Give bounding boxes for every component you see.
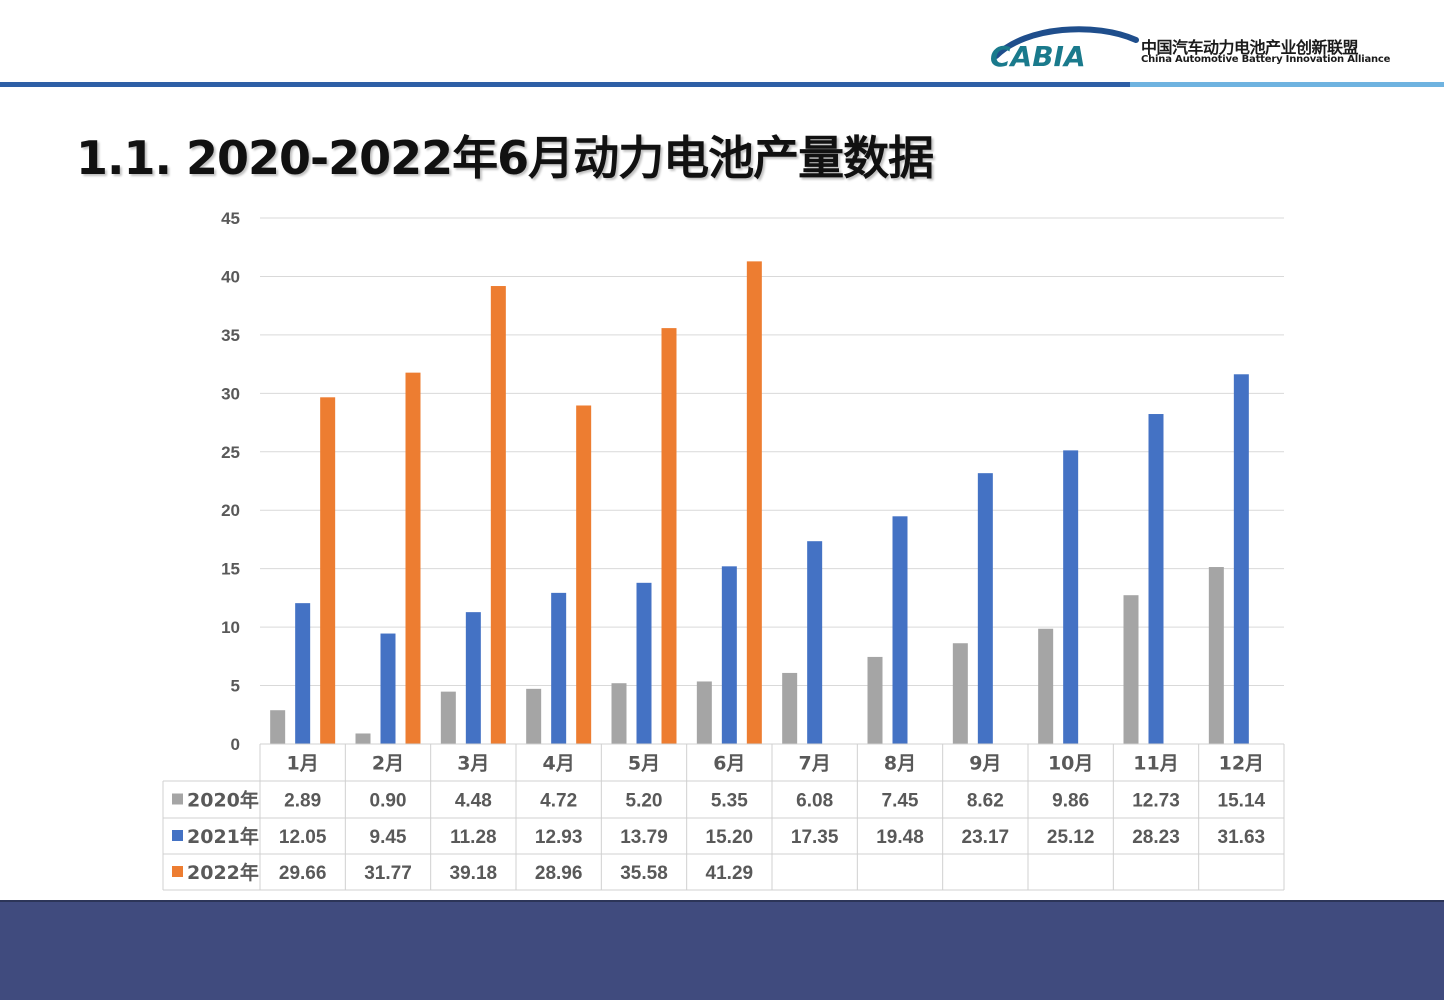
bar (1123, 595, 1139, 744)
y-tick-label: 45 (221, 209, 240, 228)
svg-text:CABIA: CABIA (990, 40, 1086, 73)
x-tick-label: 10月 (1048, 753, 1093, 775)
bar (661, 328, 677, 744)
x-tick-label: 7月 (799, 753, 831, 775)
bar (636, 582, 652, 744)
data-label: 5.35 (711, 791, 748, 812)
x-tick-label: 6月 (713, 753, 745, 775)
y-tick-label: 0 (231, 735, 240, 754)
bar (696, 681, 712, 744)
data-label: 6.08 (796, 791, 833, 812)
x-tick-label: 11月 (1133, 753, 1178, 775)
page-title: 1.1. 2020-2022年6月动力电池产量数据 (76, 131, 934, 185)
x-tick-label: 8月 (884, 753, 916, 775)
data-label: 17.35 (791, 827, 839, 848)
data-label: 13.79 (620, 827, 668, 848)
x-tick-label: 3月 (457, 753, 489, 775)
data-label: 23.17 (962, 827, 1010, 848)
data-label: 15.14 (1218, 791, 1266, 812)
data-label: 31.63 (1218, 827, 1266, 848)
data-label: 0.90 (370, 791, 407, 812)
data-label: 25.12 (1047, 827, 1095, 848)
data-label: 28.96 (535, 863, 583, 884)
bar (405, 372, 421, 744)
x-tick-label: 9月 (969, 753, 1001, 775)
y-tick-label: 20 (221, 501, 240, 520)
org-name-cn: 中国汽车动力电池产业创新联盟 (1141, 38, 1359, 57)
footer-band (0, 902, 1444, 1000)
data-label: 31.77 (364, 863, 412, 884)
bar (1233, 374, 1249, 744)
data-label: 9.86 (1052, 791, 1089, 812)
bar (1063, 450, 1079, 744)
data-label: 15.20 (706, 827, 754, 848)
bar (270, 710, 286, 744)
data-label: 35.58 (620, 863, 668, 884)
legend-label: 2022年 (187, 861, 259, 884)
data-label: 12.93 (535, 827, 583, 848)
bar (1038, 628, 1054, 744)
legend-key (172, 793, 183, 805)
data-label: 11.28 (450, 827, 497, 848)
bar (355, 733, 371, 744)
legend-key (172, 830, 183, 841)
y-tick-label: 5 (231, 677, 240, 696)
data-label: 8.62 (967, 791, 1004, 812)
bar (952, 643, 968, 744)
data-label: 29.66 (279, 863, 327, 884)
x-tick-label: 2月 (372, 753, 404, 775)
x-tick-label: 12月 (1219, 753, 1264, 775)
data-label: 4.48 (455, 791, 492, 812)
y-tick-label: 10 (221, 618, 240, 637)
y-tick-label: 35 (221, 326, 240, 345)
bar (721, 566, 737, 744)
legend-key (172, 866, 183, 877)
bar (526, 688, 542, 744)
bar (611, 683, 627, 744)
data-label: 41.29 (706, 863, 754, 884)
bar (295, 603, 311, 744)
bar (576, 405, 592, 744)
bar (977, 473, 993, 744)
bar (1148, 414, 1164, 744)
bar (782, 672, 798, 744)
y-tick-label: 30 (221, 384, 240, 403)
bar (1208, 567, 1224, 744)
bar (440, 691, 456, 744)
bar (465, 612, 481, 744)
bar (892, 516, 908, 744)
y-tick-label: 25 (221, 443, 240, 462)
data-label: 5.20 (626, 791, 663, 812)
page-header: CABIA 中国汽车动力电池产业创新联盟 China Automotive Ba… (0, 0, 1444, 90)
data-label: 9.45 (370, 827, 407, 848)
data-label: 12.05 (279, 827, 327, 848)
bar (551, 592, 567, 744)
data-label: 12.73 (1132, 791, 1180, 812)
org-name-en: China Automotive Battery Innovation Alli… (1141, 54, 1391, 65)
bar (867, 656, 883, 744)
bar (490, 286, 506, 744)
x-tick-label: 4月 (543, 753, 575, 775)
x-tick-label: 5月 (628, 753, 660, 775)
bar (320, 397, 336, 744)
data-label: 7.45 (882, 791, 919, 812)
data-label: 4.72 (540, 791, 577, 812)
y-tick-label: 40 (221, 267, 240, 286)
y-tick-label: 15 (221, 560, 240, 579)
legend-label: 2021年 (187, 825, 259, 848)
bar (807, 541, 823, 744)
bar (380, 633, 396, 744)
data-label: 2.89 (284, 791, 321, 812)
header-rule (0, 82, 1444, 87)
data-label: 28.23 (1132, 827, 1180, 848)
cabia-logo: CABIA (990, 26, 1139, 73)
data-label: 39.18 (450, 863, 498, 884)
bar (746, 261, 762, 744)
legend-label: 2020年 (187, 789, 259, 812)
data-label: 19.48 (876, 827, 924, 848)
footer-rule (0, 900, 1444, 902)
x-tick-label: 1月 (287, 753, 319, 775)
